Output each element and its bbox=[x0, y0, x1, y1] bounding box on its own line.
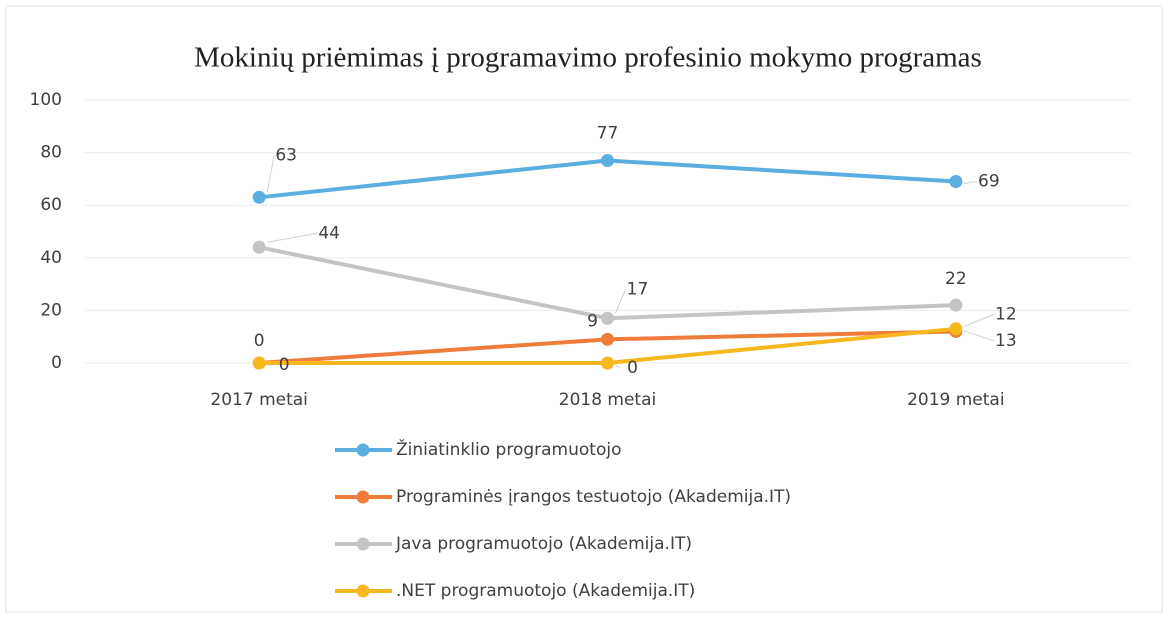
data-label: 13 bbox=[995, 331, 1017, 351]
chart-title: Mokinių priėmimas į programavimo profesi… bbox=[194, 42, 982, 74]
leader-line bbox=[266, 155, 275, 193]
legend-marker bbox=[356, 490, 370, 504]
y-tick-label: 100 bbox=[30, 90, 62, 110]
leader-line bbox=[963, 330, 994, 342]
data-point bbox=[949, 175, 963, 189]
x-tick-label: 2019 metai bbox=[907, 390, 1005, 410]
x-tick-label: 2018 metai bbox=[559, 390, 657, 410]
y-tick-label: 0 bbox=[51, 353, 62, 373]
data-point bbox=[252, 190, 266, 204]
data-point bbox=[601, 311, 614, 325]
legend-marker bbox=[356, 537, 370, 551]
data-label: 17 bbox=[627, 279, 649, 299]
data-label: 12 bbox=[995, 304, 1017, 324]
leader-line bbox=[963, 181, 977, 185]
data-label: 69 bbox=[978, 172, 1000, 192]
leader-line bbox=[963, 313, 995, 327]
data-label: 0 bbox=[627, 358, 638, 378]
x-tick-label: 2017 metai bbox=[210, 390, 308, 410]
data-point bbox=[252, 240, 266, 254]
data-label: 0 bbox=[279, 355, 290, 375]
y-tick-label: 60 bbox=[40, 195, 62, 215]
data-point bbox=[949, 298, 963, 312]
data-label: 9 bbox=[587, 311, 598, 331]
y-tick-label: 40 bbox=[40, 248, 62, 268]
data-point bbox=[601, 332, 614, 346]
data-label: 22 bbox=[945, 269, 967, 289]
y-tick-label: 20 bbox=[40, 300, 62, 320]
chart-frame bbox=[5, 5, 1163, 613]
legend-label: Programinės įrangos testuotojo (Akademij… bbox=[396, 487, 791, 507]
data-label: 63 bbox=[275, 145, 297, 165]
legend-label: Java programuotojo (Akademija.IT) bbox=[395, 534, 692, 554]
y-tick-label: 80 bbox=[40, 143, 62, 163]
data-point bbox=[252, 356, 266, 370]
leader-line bbox=[615, 364, 621, 369]
leader-line bbox=[267, 232, 318, 243]
data-label: 44 bbox=[318, 223, 340, 243]
data-label: 0 bbox=[254, 331, 265, 351]
legend-marker bbox=[356, 443, 370, 457]
legend-marker bbox=[356, 584, 370, 598]
data-point bbox=[601, 153, 614, 167]
data-label: 77 bbox=[597, 123, 619, 143]
leader-line bbox=[615, 289, 626, 314]
legend-label: Žiniatinklio programuotojo bbox=[396, 438, 621, 460]
legend-label: .NET programuotojo (Akademija.IT) bbox=[396, 581, 695, 601]
data-point bbox=[949, 322, 963, 336]
data-point bbox=[601, 356, 614, 370]
